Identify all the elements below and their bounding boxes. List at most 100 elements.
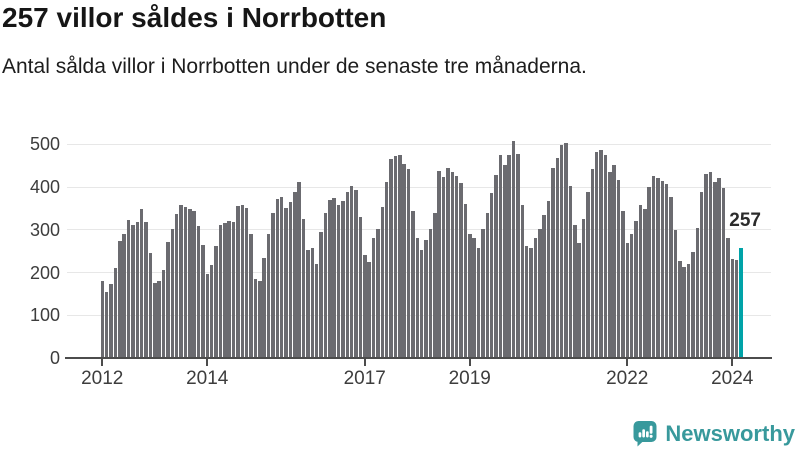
bar bbox=[612, 165, 616, 358]
bar bbox=[664, 183, 669, 358]
bar bbox=[594, 151, 599, 358]
bar bbox=[262, 258, 266, 358]
bar bbox=[284, 207, 288, 358]
bar bbox=[161, 269, 166, 358]
bar bbox=[433, 212, 437, 358]
bar bbox=[275, 198, 279, 358]
bar bbox=[459, 182, 463, 358]
bar bbox=[376, 229, 380, 358]
bar bbox=[113, 268, 118, 358]
bar bbox=[511, 141, 516, 358]
bar bbox=[384, 181, 389, 358]
bar bbox=[253, 278, 258, 358]
bar bbox=[717, 178, 721, 358]
bar bbox=[498, 155, 503, 358]
bar bbox=[319, 231, 323, 358]
bar bbox=[227, 221, 231, 358]
bar bbox=[218, 225, 223, 358]
bar bbox=[157, 280, 161, 358]
bar bbox=[166, 241, 170, 358]
bar bbox=[104, 291, 109, 358]
newsworthy-logo[interactable]: Newsworthy bbox=[632, 420, 795, 447]
gridline bbox=[67, 229, 771, 231]
bar bbox=[249, 233, 253, 358]
bar bbox=[406, 169, 411, 358]
highlight-value-label: 257 bbox=[729, 210, 761, 231]
bar bbox=[603, 154, 608, 358]
bar bbox=[424, 240, 428, 358]
bar bbox=[135, 222, 139, 358]
bar bbox=[695, 228, 699, 358]
bar bbox=[358, 216, 363, 358]
bar bbox=[306, 249, 310, 358]
bar bbox=[468, 233, 472, 358]
bar bbox=[647, 187, 651, 358]
bar bbox=[367, 261, 371, 358]
bar bbox=[463, 203, 468, 358]
bar bbox=[516, 153, 520, 358]
bar bbox=[188, 209, 192, 358]
bar bbox=[441, 177, 446, 358]
x-tick-label: 2012 bbox=[81, 368, 124, 389]
bar bbox=[419, 249, 424, 358]
bar bbox=[389, 158, 393, 358]
bar bbox=[686, 264, 691, 358]
bar bbox=[183, 206, 188, 358]
chart-subtitle: Antal sålda villor i Norrbotten under de… bbox=[2, 55, 587, 78]
bar bbox=[682, 266, 686, 358]
bar bbox=[638, 205, 643, 358]
bar bbox=[476, 247, 481, 358]
bar bbox=[144, 222, 148, 358]
x-axis-tick bbox=[206, 359, 209, 366]
y-tick-label: 300 bbox=[29, 219, 60, 240]
bar bbox=[236, 206, 240, 358]
bar bbox=[481, 229, 485, 358]
bar bbox=[122, 233, 126, 358]
bar bbox=[118, 240, 122, 358]
bar bbox=[472, 237, 476, 358]
y-tick-label: 500 bbox=[29, 134, 60, 155]
bar bbox=[673, 230, 678, 358]
bar bbox=[196, 226, 201, 358]
bar bbox=[332, 198, 336, 358]
x-tick-label: 2019 bbox=[448, 368, 491, 389]
bar bbox=[354, 190, 358, 358]
x-axis-tick bbox=[101, 359, 104, 366]
x-tick-label: 2014 bbox=[186, 368, 229, 389]
bar bbox=[546, 201, 551, 358]
highlighted-bar bbox=[739, 248, 743, 358]
bar bbox=[231, 222, 236, 358]
bar bbox=[301, 218, 306, 358]
x-tick-label: 2017 bbox=[343, 368, 386, 389]
bar bbox=[153, 282, 157, 358]
bar bbox=[524, 246, 529, 358]
gridline bbox=[67, 143, 771, 145]
bar bbox=[656, 178, 660, 358]
bar bbox=[573, 224, 577, 358]
bar bbox=[599, 150, 603, 358]
bar bbox=[363, 254, 367, 358]
bar bbox=[734, 259, 739, 358]
bar bbox=[288, 201, 293, 358]
bar bbox=[209, 264, 214, 358]
bar bbox=[192, 211, 196, 358]
bar bbox=[314, 263, 319, 358]
bar bbox=[730, 258, 734, 358]
bar bbox=[555, 157, 559, 358]
bar bbox=[721, 187, 726, 358]
bar bbox=[323, 212, 328, 358]
bar bbox=[349, 186, 354, 358]
gridline bbox=[67, 272, 771, 273]
bar bbox=[678, 260, 682, 358]
bar bbox=[634, 221, 638, 358]
x-tick-label: 2022 bbox=[606, 368, 649, 389]
bar bbox=[494, 174, 498, 358]
newsworthy-speech-bubble-bar-chart-icon bbox=[633, 421, 657, 447]
bar bbox=[538, 229, 542, 358]
bar bbox=[139, 209, 144, 358]
bar bbox=[533, 238, 538, 358]
bar bbox=[660, 181, 664, 358]
bar bbox=[428, 229, 433, 358]
bar bbox=[411, 211, 415, 358]
bar bbox=[699, 192, 704, 358]
